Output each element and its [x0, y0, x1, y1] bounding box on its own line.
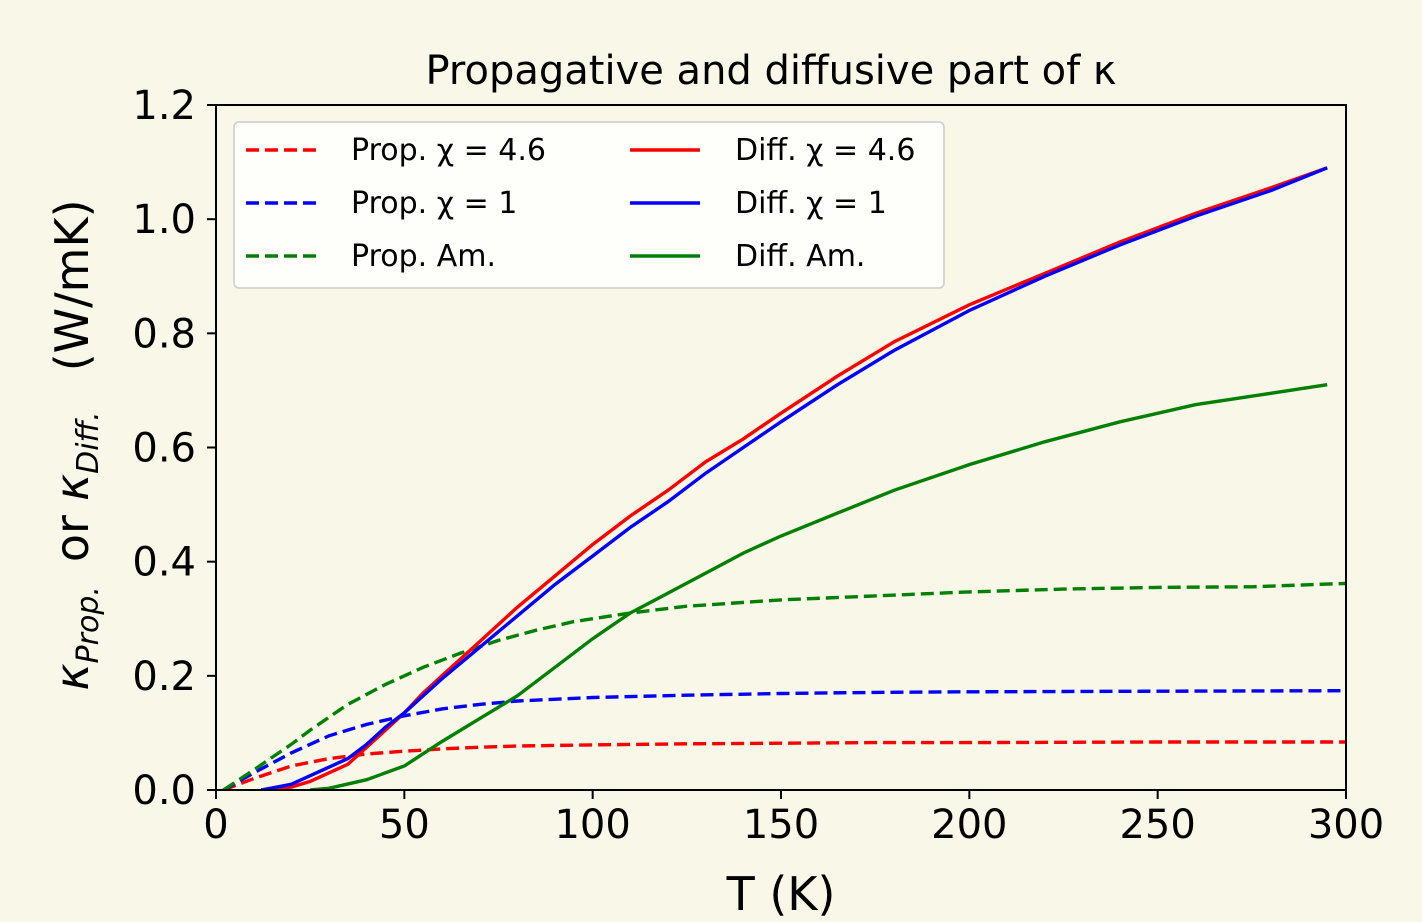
x-tick-label: 300: [1308, 802, 1384, 848]
legend-label-prop-chi-4-6: Prop. χ = 4.6: [351, 133, 546, 168]
legend-label-prop-chi-1: Prop. χ = 1: [351, 186, 517, 221]
y-tick-label: 0.4: [132, 540, 196, 586]
series-line-diff-am: [310, 383, 1328, 790]
x-tick-label: 50: [379, 802, 430, 848]
series-group: [222, 166, 1346, 790]
series-line-prop-chi-1: [222, 689, 1346, 790]
y-axis-label-prop-sub: Prop.: [71, 586, 106, 663]
y-tick-label: 1.2: [132, 83, 196, 129]
chart-title: Propagative and diffusive part of κ: [426, 48, 1117, 94]
axes: 0 50 100 150 200 250 300 0.0 0.2 0.4 0.6 0.8 1.0 1.2: [132, 83, 1384, 848]
x-tick-label: 0: [203, 802, 228, 848]
x-axis-label: T (K): [726, 867, 836, 918]
x-tick-label: 100: [554, 802, 630, 848]
x-tick-label: 250: [1119, 802, 1195, 848]
legend-label-diff-am: Diff. Am.: [735, 239, 865, 274]
series-line-prop-am: [222, 581, 1346, 790]
y-tick-label: 0.0: [132, 768, 196, 814]
x-tick-label: 150: [743, 802, 819, 848]
y-tick-label: 0.8: [132, 311, 196, 357]
y-tick-label: 0.2: [132, 654, 196, 700]
series-line-prop-chi-4-6: [222, 740, 1346, 790]
y-tick-label: 1.0: [132, 197, 196, 243]
svg-text:κProp.orκDiff.(W/mK): κProp.orκDiff.(W/mK): [45, 199, 106, 690]
y-tick-label: 0.6: [132, 426, 196, 472]
y-axis-label-kappa: κ: [45, 663, 99, 690]
series-line-diff-chi-4-6: [261, 166, 1328, 790]
legend-box: [233, 121, 945, 289]
y-axis-label-unit: (W/mK): [45, 199, 99, 371]
plot-area: [222, 166, 1346, 790]
y-axis-label-diff-sub: Diff.: [71, 411, 106, 474]
x-tick-label: 200: [931, 802, 1007, 848]
y-axis-label-kappa-2: κ: [45, 474, 99, 501]
legend-label-prop-am: Prop. Am.: [351, 239, 496, 274]
y-axis-label: κProp.orκDiff.(W/mK): [45, 199, 106, 690]
series-line-diff-chi-1: [260, 166, 1328, 790]
legend-label-diff-chi-4-6: Diff. χ = 4.6: [735, 133, 915, 168]
legend: Prop. χ = 4.6 Prop. χ = 1 Prop. Am. Diff. χ…: [233, 121, 945, 289]
legend-label-diff-chi-1: Diff. χ = 1: [735, 186, 887, 221]
y-axis-label-or: or: [45, 515, 99, 562]
